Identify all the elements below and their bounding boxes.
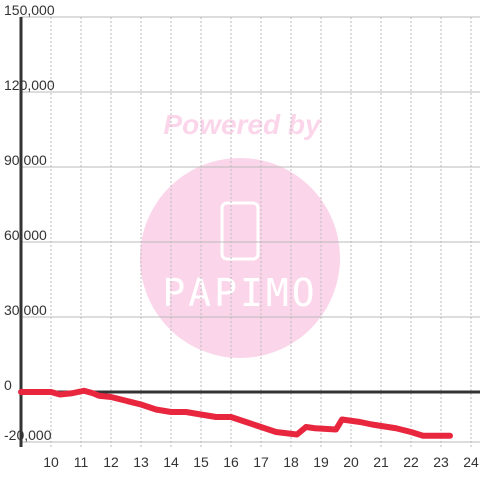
x-tick-label: 15 [193, 454, 209, 470]
y-tick-label: 120,000 [4, 77, 55, 93]
x-tick-label: 13 [133, 454, 149, 470]
y-tick-label: 30,000 [4, 302, 47, 318]
x-tick-label: 23 [433, 454, 449, 470]
watermark-icon [220, 201, 260, 261]
x-tick-label: 20 [343, 454, 359, 470]
watermark-brand: PAPIMO [162, 271, 317, 315]
x-tick-label: 18 [283, 454, 299, 470]
x-tick-label: 21 [373, 454, 389, 470]
y-tick-label: 60,000 [4, 227, 47, 243]
line [18, 387, 453, 439]
x-tick-label: 10 [43, 454, 59, 470]
x-tick-label: 14 [163, 454, 179, 470]
x-tick-label: 19 [313, 454, 329, 470]
x-tick-label: 17 [253, 454, 269, 470]
y-tick-label: -20,000 [4, 427, 52, 443]
watermark-title: Powered by [163, 109, 322, 140]
y-tick-label: 0 [4, 377, 12, 393]
x-tick-label: 16 [223, 454, 239, 470]
x-tick-label: 22 [403, 454, 419, 470]
y-tick-label: 150,000 [4, 2, 55, 18]
x-tick-label: 11 [74, 454, 89, 470]
x-tick-label: 24 [463, 454, 479, 470]
y-tick-label: 90,000 [4, 152, 47, 168]
x-tick-label: 12 [103, 454, 119, 470]
